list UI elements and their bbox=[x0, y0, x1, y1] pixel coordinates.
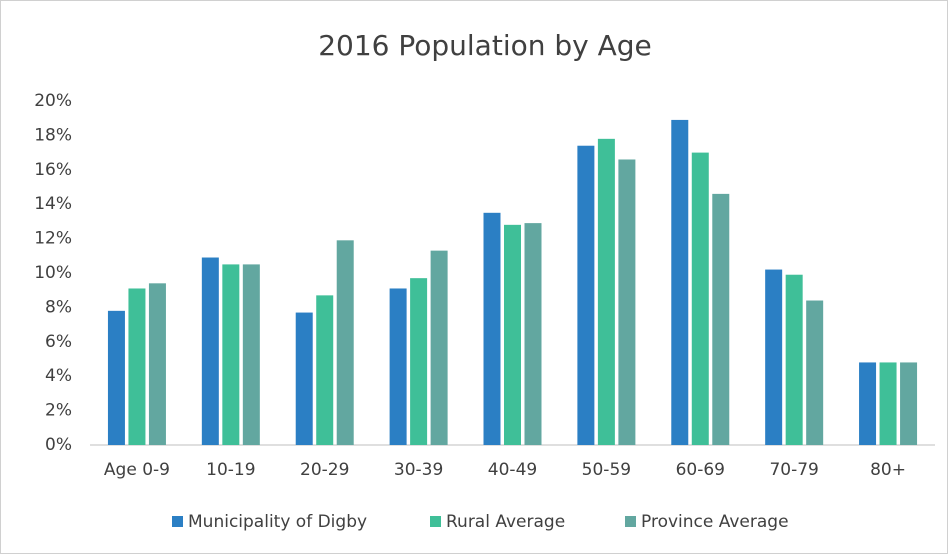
bar bbox=[524, 223, 542, 445]
x-tick-label: 60-69 bbox=[676, 460, 725, 480]
y-tick-label: 12% bbox=[34, 229, 72, 249]
bar bbox=[430, 250, 448, 445]
y-tick-label: 14% bbox=[34, 194, 72, 214]
bar bbox=[148, 283, 166, 445]
y-tick-label: 4% bbox=[45, 366, 72, 386]
x-tick-label: 10-19 bbox=[206, 460, 255, 480]
x-tick-label: 30-39 bbox=[394, 460, 443, 480]
bar bbox=[128, 288, 146, 445]
bar bbox=[859, 362, 877, 445]
bar bbox=[336, 240, 354, 445]
bar bbox=[765, 269, 783, 445]
x-tick-label: 70-79 bbox=[769, 460, 818, 480]
bar bbox=[691, 152, 709, 445]
bar bbox=[483, 212, 501, 445]
y-tick-label: 6% bbox=[45, 332, 72, 352]
bar bbox=[879, 362, 897, 445]
legend-label: Province Average bbox=[641, 512, 789, 532]
x-tick-label: Age 0-9 bbox=[104, 460, 170, 480]
y-tick-label: 8% bbox=[45, 297, 72, 317]
bar bbox=[107, 310, 125, 445]
bar bbox=[389, 288, 407, 445]
y-tick-label: 18% bbox=[34, 125, 72, 145]
bar bbox=[785, 274, 803, 445]
y-tick-label: 16% bbox=[34, 160, 72, 180]
legend-label: Rural Average bbox=[446, 512, 565, 532]
legend-swatch bbox=[172, 516, 183, 527]
bar bbox=[316, 295, 334, 445]
bar bbox=[504, 224, 521, 445]
legend-label: Municipality of Digby bbox=[188, 512, 367, 532]
x-tick-label: 50-59 bbox=[582, 460, 631, 480]
bar bbox=[712, 193, 730, 445]
y-tick-label: 2% bbox=[45, 401, 72, 421]
y-tick-label: 0% bbox=[45, 435, 72, 455]
x-tick-label: 40-49 bbox=[488, 460, 537, 480]
x-tick-label: 80+ bbox=[870, 460, 906, 480]
bar bbox=[577, 145, 595, 445]
y-tick-label: 20% bbox=[34, 91, 72, 111]
bar bbox=[295, 312, 313, 445]
bar bbox=[671, 119, 689, 446]
bar bbox=[618, 159, 636, 446]
bar bbox=[410, 278, 428, 445]
y-tick-label: 10% bbox=[34, 263, 72, 283]
bar bbox=[201, 257, 219, 445]
legend-swatch bbox=[430, 516, 441, 527]
bar bbox=[806, 300, 824, 445]
x-tick-label: 20-29 bbox=[300, 460, 349, 480]
chart-title: 2016 Population by Age bbox=[318, 29, 652, 62]
legend-swatch bbox=[625, 516, 636, 527]
bar bbox=[597, 138, 615, 445]
bar bbox=[900, 362, 918, 445]
bar bbox=[222, 264, 240, 445]
bar bbox=[242, 264, 260, 445]
